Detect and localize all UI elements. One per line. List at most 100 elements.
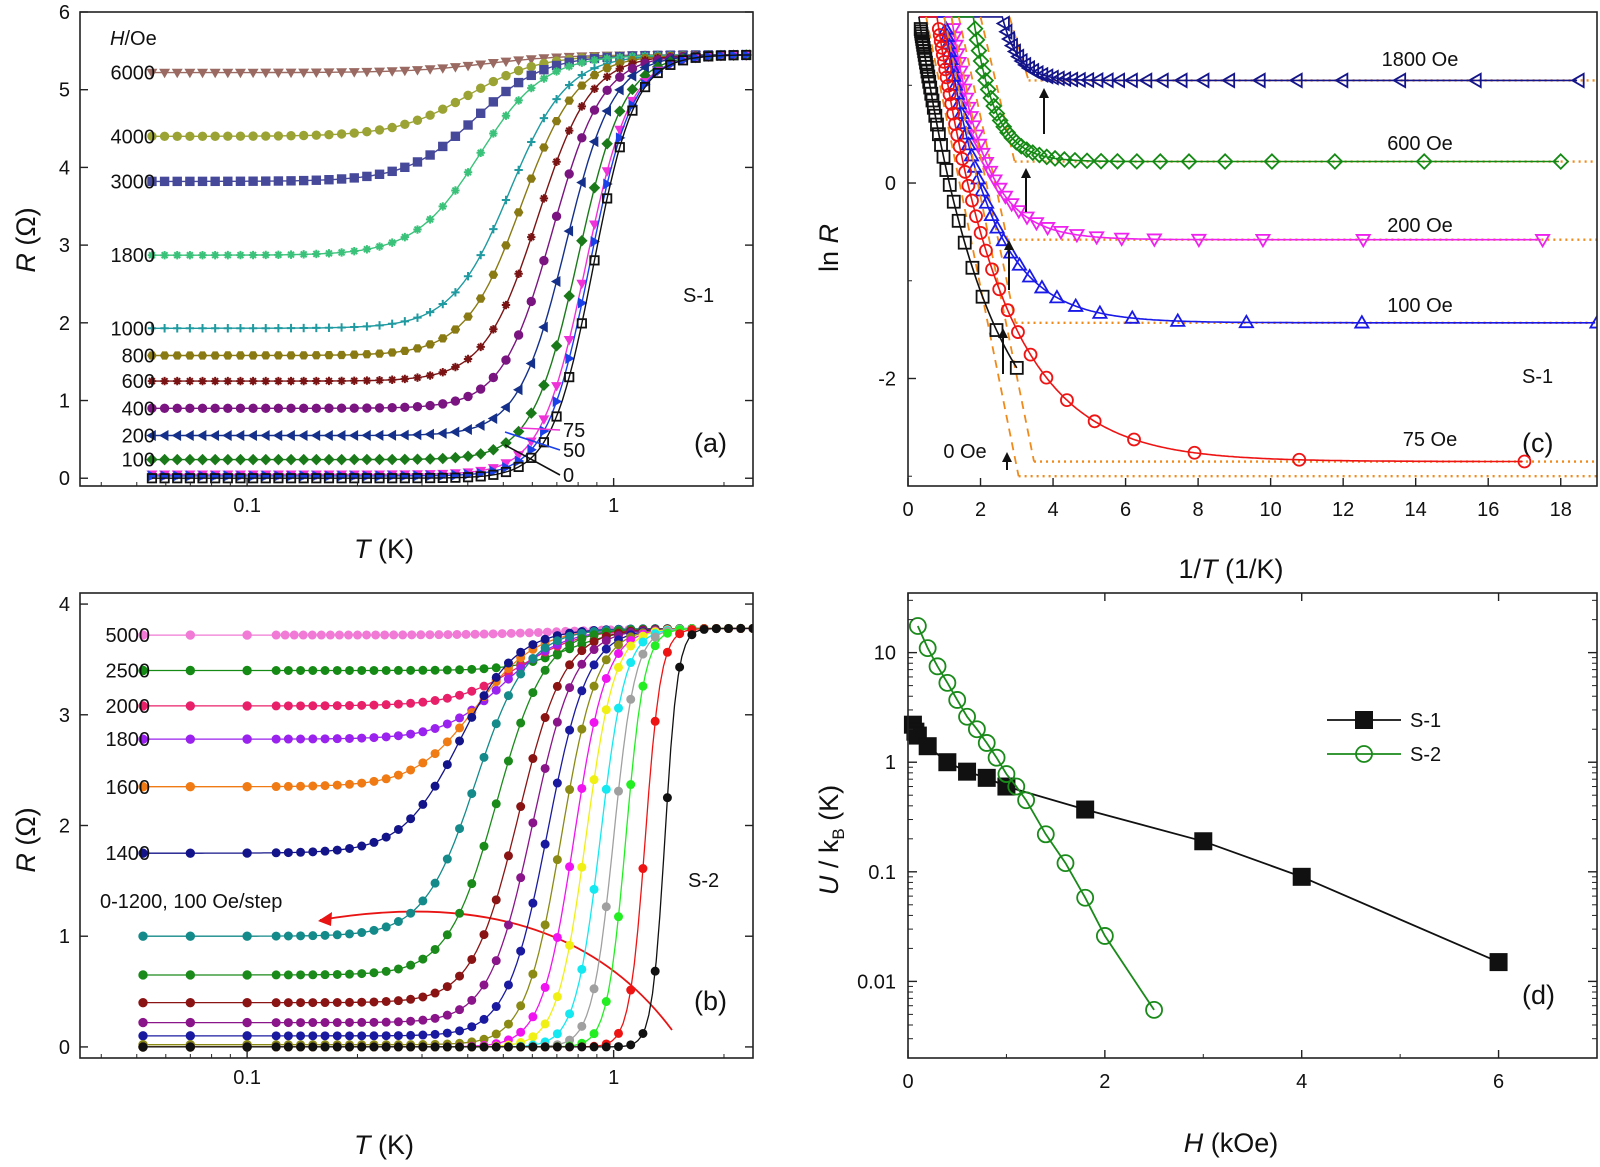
data-point (491, 719, 501, 729)
data-point (430, 878, 440, 888)
data-point (283, 781, 293, 791)
data-point (393, 964, 403, 974)
data-point (461, 629, 471, 639)
data-point (159, 131, 170, 142)
data-point (501, 355, 511, 365)
data-point (1151, 153, 1169, 170)
data-point (412, 344, 423, 353)
data-point (563, 290, 575, 302)
data-point (158, 430, 169, 441)
data-point (526, 61, 536, 72)
data-point (479, 1042, 489, 1052)
data-point (369, 1031, 379, 1041)
data-point (467, 1042, 477, 1052)
x-tick-label: 14 (1405, 499, 1427, 521)
data-point (638, 649, 648, 659)
data-point (565, 940, 575, 950)
data-point (576, 234, 588, 247)
data-point (248, 351, 258, 360)
series-line-800 (151, 54, 750, 357)
data-point (650, 966, 660, 976)
data-point (1048, 289, 1066, 304)
data-point (386, 453, 398, 466)
data-point (223, 176, 233, 187)
data-point (271, 970, 281, 980)
data-point (677, 55, 689, 66)
data-point (528, 1032, 538, 1042)
data-point (1002, 244, 1020, 259)
data-point (451, 186, 460, 195)
panel-d-label: (d) (1522, 980, 1555, 1010)
data-point (577, 634, 587, 644)
data-point (387, 375, 397, 384)
data-point (487, 444, 500, 456)
data-point (539, 143, 549, 152)
data-point (185, 351, 195, 360)
data-point (1334, 72, 1349, 89)
data-point (479, 1014, 489, 1024)
data-point (171, 430, 182, 441)
data-point (362, 376, 372, 385)
data-point (361, 67, 373, 78)
data-point (455, 824, 465, 834)
data-point (503, 1019, 513, 1029)
data-point (147, 251, 157, 260)
data-point (1076, 800, 1095, 819)
data-point (393, 1042, 403, 1052)
field-label-1400: 1400 (106, 843, 151, 865)
data-point (1570, 72, 1585, 89)
panel-c-plot (913, 15, 1597, 478)
data-point (430, 988, 440, 998)
x-tick-label: 12 (1332, 499, 1354, 521)
data-point (272, 430, 283, 441)
data-point (274, 376, 283, 386)
data-point (590, 236, 601, 248)
data-point (614, 105, 626, 118)
data-point (528, 1012, 538, 1022)
data-point (476, 250, 485, 260)
data-point (323, 68, 335, 78)
series-line (918, 16, 1541, 241)
data-point (308, 734, 318, 744)
data-point (399, 473, 410, 484)
arrowhead (1039, 88, 1049, 98)
data-point (455, 971, 465, 981)
y-tick-label: 0.1 (868, 862, 896, 884)
data-point (1415, 153, 1433, 171)
data-point (223, 403, 233, 413)
data-point (565, 683, 575, 693)
data-point (978, 156, 995, 172)
field-label-1000: 1000 (111, 318, 156, 340)
data-point (298, 68, 310, 79)
y-tick-label: 6 (59, 2, 70, 24)
data-point (462, 472, 474, 483)
data-point (430, 1042, 440, 1052)
panel-b-frame (79, 592, 754, 1059)
data-point (1353, 314, 1371, 329)
arrhenius-fit-line (957, 16, 1009, 240)
data-point (312, 376, 321, 386)
data-point (371, 630, 381, 640)
data-point (488, 76, 499, 87)
data-point (348, 68, 360, 78)
data-point (286, 131, 296, 141)
field-label-75: 75 (563, 420, 585, 442)
data-point (332, 930, 342, 940)
field-label-5000: 5000 (106, 625, 151, 647)
data-point (344, 1017, 354, 1027)
data-point (476, 342, 485, 352)
data-point (334, 630, 344, 640)
data-point (1067, 297, 1084, 312)
data-point (443, 630, 453, 640)
data-point (552, 932, 562, 942)
data-point (344, 969, 354, 979)
data-point (400, 346, 410, 356)
data-point (185, 131, 195, 141)
data-point (528, 754, 538, 764)
x-tick-label: 0 (902, 1071, 913, 1093)
data-point (442, 1010, 452, 1020)
data-point (487, 59, 499, 69)
panel-a-xlabel: T (K) (354, 534, 414, 564)
data-point (222, 453, 234, 466)
data-point (988, 219, 1006, 234)
